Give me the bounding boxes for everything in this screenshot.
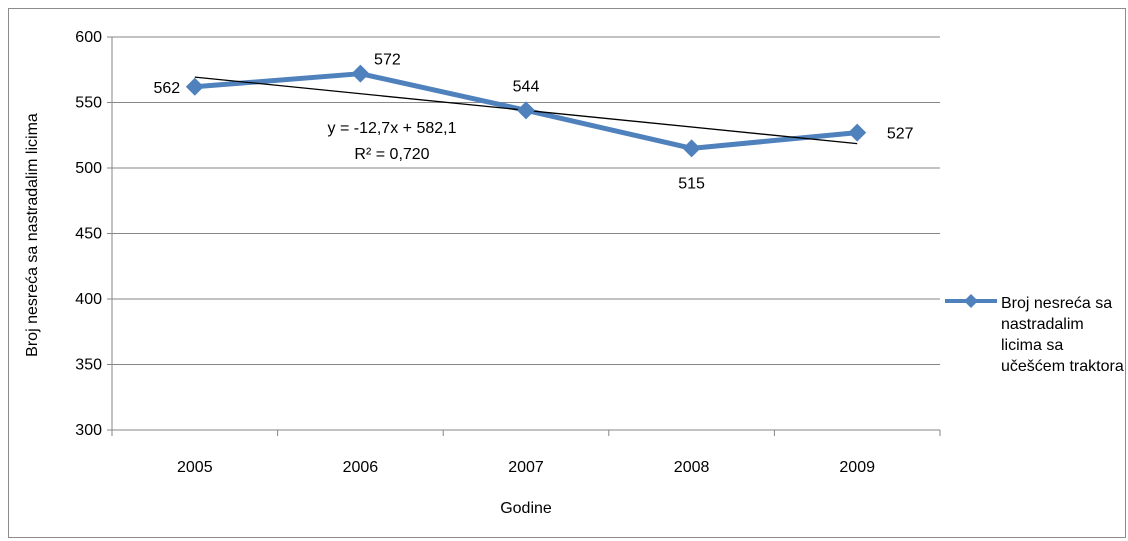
data-marker	[517, 101, 535, 120]
x-axis-tick-labels: 2005 2006 2007 2008 2009	[177, 459, 875, 476]
trendline-equation: y = -12,7x + 582,1	[328, 120, 457, 137]
chart-frame	[8, 8, 1126, 538]
x-tick-label: 2005	[177, 459, 213, 476]
legend-entry-label: Broj nesreća sa nastradalim licima sa uč…	[1001, 295, 1124, 375]
legend-marker	[964, 294, 978, 308]
data-label: 527	[887, 126, 914, 143]
x-axis-title: Godine	[500, 500, 552, 517]
y-tick-label: 450	[75, 226, 102, 243]
data-label: 562	[153, 80, 180, 97]
x-tick-label: 2006	[343, 459, 379, 476]
data-marker	[351, 64, 370, 83]
y-axis-title: Broj nesreća sa nastradalim licima	[24, 113, 41, 357]
data-marker	[682, 139, 701, 158]
x-tick-label: 2007	[508, 459, 544, 476]
data-marker	[848, 123, 867, 142]
y-axis-tick-labels: 300 350 400 450 500 550 600	[75, 29, 102, 439]
legend-key	[945, 294, 997, 308]
x-axis-ticks	[111, 430, 941, 436]
trendline-r-squared: R² = 0,720	[354, 146, 429, 163]
y-tick-label: 300	[75, 422, 102, 439]
data-markers	[185, 64, 867, 158]
data-label: 544	[513, 78, 540, 95]
gridlines	[107, 36, 940, 431]
data-marker	[185, 77, 204, 96]
data-label: 572	[374, 52, 401, 69]
data-label: 515	[678, 175, 705, 192]
x-tick-label: 2008	[674, 459, 710, 476]
x-tick-label: 2009	[839, 459, 875, 476]
data-labels: 562 572 544 515 527	[153, 52, 913, 193]
y-tick-label: 500	[75, 160, 102, 177]
y-tick-label: 400	[75, 291, 102, 308]
y-tick-label: 600	[75, 29, 102, 46]
y-tick-label: 550	[75, 95, 102, 112]
y-tick-label: 350	[75, 357, 102, 374]
